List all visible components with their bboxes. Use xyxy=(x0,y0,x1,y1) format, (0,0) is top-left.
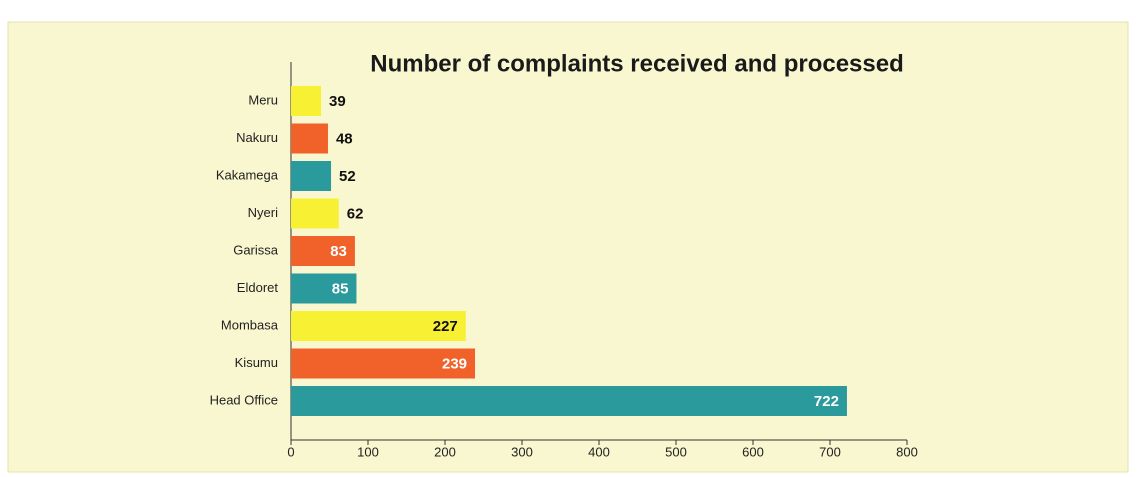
y-tick-label: Meru xyxy=(248,92,278,107)
y-tick-label: Garissa xyxy=(233,242,279,257)
bar xyxy=(291,198,339,229)
bar xyxy=(291,386,847,416)
bar xyxy=(291,311,466,341)
y-tick-label: Eldoret xyxy=(237,280,279,295)
x-tick-label: 200 xyxy=(434,444,456,459)
x-tick-label: 600 xyxy=(742,444,764,459)
value-label: 227 xyxy=(433,318,458,335)
bar xyxy=(291,348,476,379)
value-label: 83 xyxy=(330,243,347,260)
value-label: 85 xyxy=(332,280,349,297)
value-label: 39 xyxy=(329,93,346,110)
bar xyxy=(291,161,332,191)
x-tick-label: 500 xyxy=(665,444,687,459)
value-label: 48 xyxy=(336,130,353,147)
chart-title: Number of complaints received and proces… xyxy=(370,50,904,77)
x-tick-label: 300 xyxy=(511,444,533,459)
x-tick-label: 100 xyxy=(357,444,379,459)
value-label: 239 xyxy=(442,355,467,372)
y-tick-label: Kakamega xyxy=(216,167,279,182)
y-tick-label: Kisumu xyxy=(235,355,278,370)
y-tick-label: Nyeri xyxy=(248,205,278,220)
y-tick-label: Nakuru xyxy=(236,130,278,145)
value-label: 62 xyxy=(347,205,364,222)
bar xyxy=(291,273,357,304)
bar xyxy=(291,123,328,154)
x-tick-label: 400 xyxy=(588,444,610,459)
bar xyxy=(291,236,355,266)
y-tick-label: Head Office xyxy=(210,392,278,407)
x-tick-label: 700 xyxy=(819,444,841,459)
bar xyxy=(291,86,322,116)
x-tick-label: 800 xyxy=(896,444,918,459)
value-label: 722 xyxy=(814,393,839,410)
x-tick-label: 0 xyxy=(287,444,294,459)
value-label: 52 xyxy=(339,168,356,185)
y-tick-label: Mombasa xyxy=(221,317,279,332)
